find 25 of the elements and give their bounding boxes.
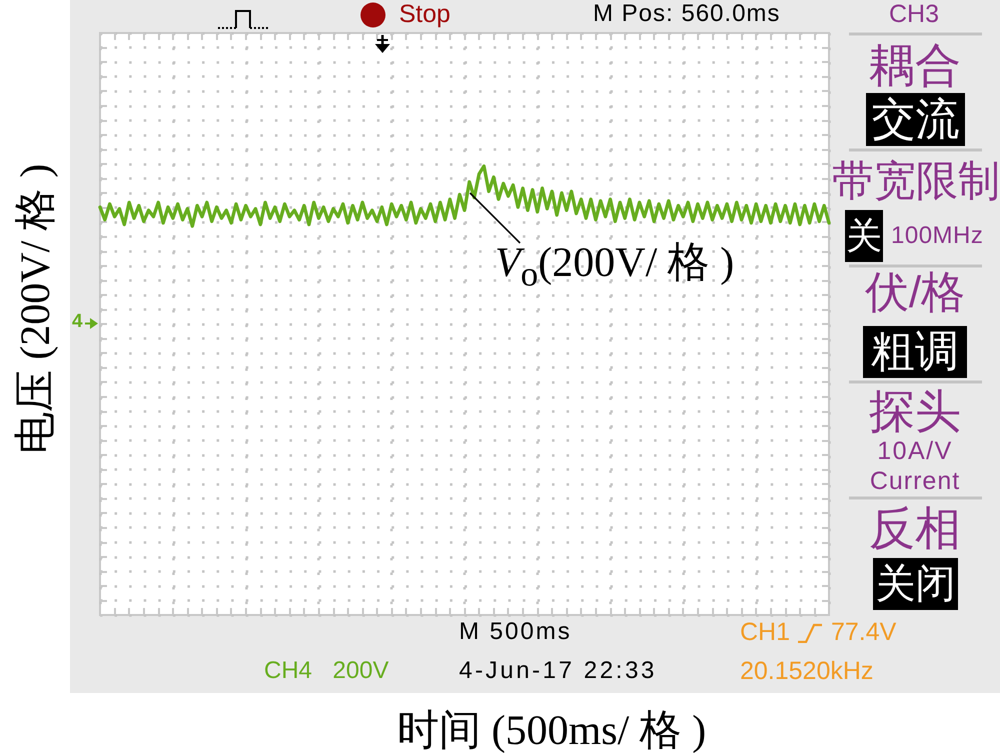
text: 77.4V bbox=[831, 618, 896, 647]
text: 探头 bbox=[868, 385, 962, 437]
text: 100MHz bbox=[891, 222, 984, 250]
y-axis-title: 电压 (200V/ 格 ) bbox=[12, 164, 60, 454]
text: CH1 bbox=[740, 618, 790, 647]
text: 10A/V bbox=[876, 437, 954, 465]
text: 反相 bbox=[868, 502, 962, 554]
text: CH4 200V bbox=[264, 657, 389, 685]
text: 关闭 bbox=[873, 558, 958, 610]
text: 4-Jun-17 22:33 bbox=[459, 657, 657, 685]
text: 时间 (500ms/ 格 ) bbox=[397, 707, 706, 753]
text: 带宽限制 bbox=[831, 156, 1000, 206]
text: 关 bbox=[845, 210, 883, 262]
text: 粗调 bbox=[863, 326, 967, 378]
text: 4 bbox=[72, 311, 83, 333]
text: 伏/格 bbox=[864, 268, 966, 318]
text: 交流 bbox=[866, 93, 965, 146]
text: 耦合 bbox=[868, 39, 962, 91]
text: Current bbox=[868, 467, 962, 495]
text: Stop bbox=[399, 0, 450, 29]
text: 20.1520kHz bbox=[740, 657, 874, 686]
text: M 500ms bbox=[459, 618, 572, 646]
text: M Pos: 560.0ms bbox=[593, 0, 780, 28]
text: CH3 bbox=[889, 0, 940, 29]
annotation: V$_{o}$(200V/ 格 ) bbox=[495, 239, 734, 294]
